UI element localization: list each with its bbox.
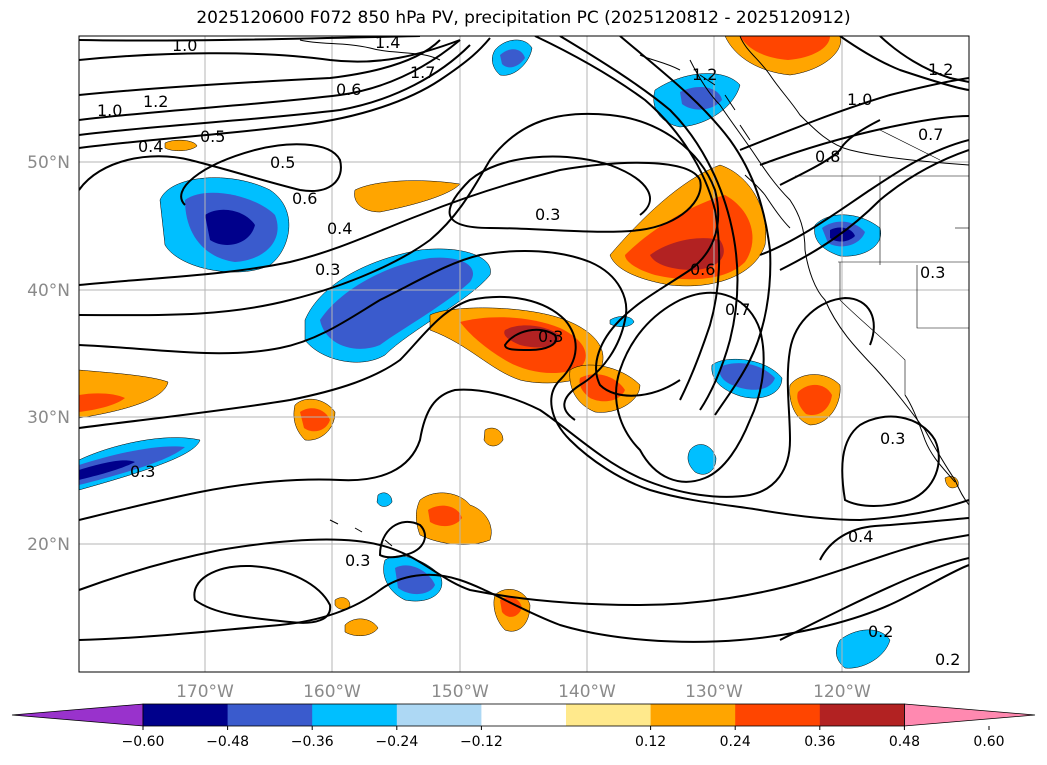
contour-label: 0.3 [315, 260, 340, 279]
precip-pos-area-14 [334, 597, 351, 610]
contour-label: 0.3 [538, 327, 563, 346]
colorbar-bin [227, 704, 313, 726]
colorbar-bin [650, 704, 736, 726]
contour-label: 0.4 [138, 137, 163, 156]
lon-label: 120°W [813, 682, 871, 702]
contour-label: 0.3 [345, 551, 370, 570]
precip-pos-core-10 [500, 596, 522, 617]
contour-label: 1.0 [97, 101, 122, 120]
colorbar-tick-label: 0.48 [889, 734, 920, 750]
lon-label: 130°W [685, 682, 743, 702]
coastlines [299, 36, 969, 547]
precip-neg-peak-1 [205, 209, 255, 245]
contour-label: 1.2 [143, 92, 168, 111]
contour-label: 0.5 [200, 127, 225, 146]
precip-neg-core-6 [500, 49, 525, 68]
precip-shading [79, 36, 959, 669]
precip-pos-core-6 [300, 408, 330, 432]
contour-label: 0.6 [336, 80, 361, 99]
colorbar-tick-label: 0.24 [720, 734, 751, 750]
contour-label: 1.0 [847, 90, 872, 109]
precip-neg-peak-3 [79, 460, 135, 480]
precip-pos-core-8 [428, 505, 462, 527]
precip-pos-area-12 [344, 618, 379, 636]
precip-neg-core-3 [79, 446, 185, 485]
colorbar-tick-label: 0.36 [804, 734, 835, 750]
contour-label: 0.3 [535, 205, 560, 224]
contour-label: 0.3 [920, 263, 945, 282]
precip-pos-core-5 [79, 393, 125, 412]
precip-neg-core-5 [680, 86, 722, 110]
precip-pos-area-7 [354, 180, 461, 213]
colorbar-bin [735, 704, 821, 726]
boundaries [795, 129, 969, 395]
lat-label: 40°N [27, 281, 70, 301]
lon-labels: 170°W 160°W 150°W 140°W 130°W 120°W [176, 682, 871, 702]
contour-label: 0.6 [690, 260, 715, 279]
lon-label: 140°W [558, 682, 616, 702]
precip-neg-core-2 [320, 257, 474, 349]
map-title: 2025120600 F072 850 hPa PV, precipitatio… [196, 8, 851, 28]
contour-label: 0.7 [725, 300, 750, 319]
lon-label: 170°W [176, 682, 234, 702]
colorbar-extend-max [904, 703, 1036, 727]
colorbar-bin [312, 704, 398, 726]
colorbar-bin [396, 704, 482, 726]
colorbar-extend-min [11, 703, 144, 727]
colorbar-bin [819, 704, 905, 726]
lat-label: 50°N [27, 153, 70, 173]
contour-label: 0.5 [270, 153, 295, 172]
colorbar-tick-label: −0.24 [375, 734, 418, 750]
contour-label: 0.2 [935, 650, 960, 669]
precip-pos-area-13 [164, 139, 198, 151]
colorbar-bin [566, 704, 652, 726]
contour-label: 0.7 [918, 125, 943, 144]
precip-pos-area-11 [483, 427, 504, 447]
precip-neg-core-4 [395, 565, 435, 595]
contour-label: 1.4 [375, 33, 400, 52]
contour-label: 0.8 [815, 147, 840, 166]
colorbar-bin [143, 704, 229, 726]
plot-frame [78, 35, 970, 673]
precip-pos-peak-1 [650, 238, 724, 270]
precip-neg-area-9 [687, 444, 717, 475]
contour-label: 0.3 [880, 429, 905, 448]
contour-label: 0.4 [327, 219, 352, 238]
lat-label: 20°N [27, 535, 70, 555]
contour-label: 0.6 [292, 189, 317, 208]
colorbar-bin [481, 704, 567, 726]
colorbar-tick-label: 0.60 [973, 734, 1004, 750]
colorbar-tick-label: 0.12 [635, 734, 666, 750]
precip-pos-core-9 [740, 36, 830, 60]
lon-label: 150°W [431, 682, 489, 702]
colorbar-tick-label: −0.12 [460, 734, 503, 750]
contour-labels: 1.0 1.4 1.7 0.6 1.2 0.5 0.4 0.5 0.6 0.4 … [97, 33, 960, 669]
contour-label: 0.2 [868, 622, 893, 641]
lon-label: 160°W [303, 682, 361, 702]
precip-pos-core-4 [797, 384, 832, 416]
contour-label: 1.2 [928, 60, 953, 79]
contour-label: 1.2 [692, 65, 717, 84]
contour-label: 0.3 [130, 462, 155, 481]
colorbar: −0.60 −0.48 −0.36 −0.24 −0.12 0.12 0.24 0.36 0.4… [11, 703, 1036, 750]
pv-contours [79, 36, 969, 643]
colorbar-tick-label: −0.60 [122, 734, 165, 750]
precip-neg-area-12 [376, 492, 393, 507]
contour-label: 1.7 [410, 63, 435, 82]
contour-label: 0.4 [848, 527, 873, 546]
precip-neg-area-10 [836, 629, 891, 669]
lat-labels: 50°N 40°N 30°N 20°N [27, 153, 70, 555]
gridlines [79, 36, 969, 672]
colorbar-frame [142, 703, 905, 727]
colorbar-tick-label: −0.48 [206, 734, 249, 750]
lat-label: 30°N [27, 408, 70, 428]
colorbar-tick-label: −0.36 [291, 734, 334, 750]
contour-label: 1.0 [172, 36, 197, 55]
